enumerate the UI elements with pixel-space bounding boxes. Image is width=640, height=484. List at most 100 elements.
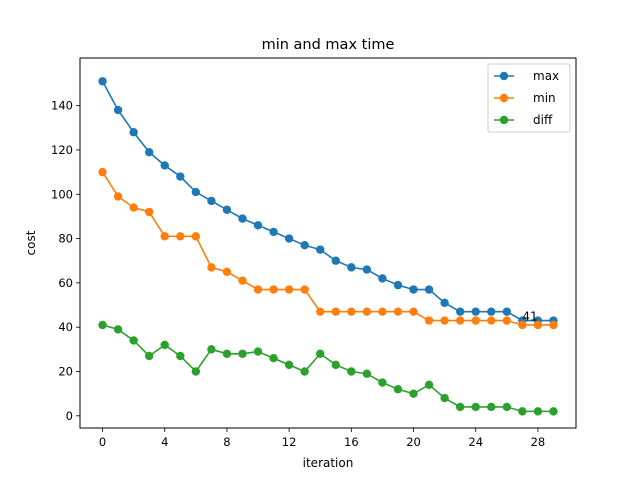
data-point-min — [269, 285, 278, 294]
data-point-diff — [253, 347, 263, 356]
y-tick-label: 0 — [66, 409, 73, 423]
data-point-min — [222, 267, 232, 277]
data-point-min — [316, 307, 325, 316]
data-point-max — [487, 307, 496, 316]
data-point-min — [300, 285, 309, 294]
data-point-diff — [518, 407, 527, 416]
data-point-max — [409, 285, 418, 294]
data-point-max — [471, 307, 480, 316]
data-point-max — [222, 205, 232, 214]
data-point-diff — [378, 378, 387, 387]
y-tick-label: 140 — [51, 99, 73, 113]
data-point-max — [113, 105, 123, 115]
data-point-max — [238, 214, 247, 223]
data-point-diff — [222, 349, 232, 358]
data-point-min — [455, 316, 465, 325]
data-point-max — [144, 147, 154, 157]
legend-label-min: min — [533, 91, 556, 105]
data-point-diff — [316, 349, 325, 358]
data-point-diff — [471, 402, 480, 412]
data-point-max — [393, 280, 403, 290]
data-point-max — [300, 241, 309, 250]
data-point-min — [440, 316, 449, 325]
data-point-diff — [284, 360, 294, 370]
data-point-diff — [144, 351, 154, 361]
data-point-min — [393, 307, 403, 316]
data-point-diff — [502, 402, 512, 412]
legend-marker-diff — [499, 115, 509, 125]
data-point-min — [409, 307, 418, 316]
data-point-diff — [129, 336, 138, 345]
data-point-min — [253, 285, 263, 294]
data-point-diff — [440, 393, 449, 403]
x-axis-label: iteration — [303, 456, 354, 470]
data-point-diff — [191, 367, 201, 376]
data-point-max — [284, 234, 294, 243]
data-point-min — [424, 316, 434, 325]
data-point-min — [238, 276, 247, 285]
legend-marker-min — [499, 93, 509, 103]
data-point-max — [176, 172, 185, 181]
y-axis-label: cost — [24, 230, 38, 255]
data-point-min — [378, 307, 387, 316]
data-point-diff — [160, 340, 169, 350]
data-point-max — [269, 227, 278, 237]
data-point-min — [347, 307, 356, 316]
legend-label-max: max — [533, 69, 559, 83]
data-point-min — [113, 192, 123, 201]
data-point-min — [487, 316, 496, 325]
data-point-diff — [207, 345, 216, 354]
data-point-max — [129, 128, 138, 137]
x-tick-label: 4 — [161, 435, 168, 449]
series-min — [98, 167, 558, 330]
legend-items: max min diff — [494, 69, 559, 127]
data-point-diff — [487, 402, 496, 412]
data-point-min — [129, 203, 138, 212]
data-point-diff — [455, 402, 465, 412]
legend: max min diff — [487, 63, 571, 133]
y-tick-label: 120 — [51, 143, 73, 157]
plot-frame — [79, 57, 577, 429]
data-point-max — [316, 245, 325, 254]
data-point-diff — [238, 349, 247, 358]
data-point-min — [284, 285, 294, 294]
legend-label-diff: diff — [533, 113, 553, 127]
data-annotation: 41 — [522, 310, 537, 324]
data-point-min — [98, 167, 107, 177]
series-diff — [98, 320, 558, 416]
data-point-diff — [549, 407, 558, 416]
x-tick-label: 16 — [344, 435, 359, 449]
x-tick-label: 24 — [468, 435, 483, 449]
y-tick-label: 80 — [58, 232, 73, 246]
data-point-min — [518, 320, 527, 330]
data-point-diff — [393, 385, 403, 394]
data-point-diff — [362, 369, 372, 378]
data-point-min — [533, 320, 543, 330]
data-point-max — [440, 298, 449, 308]
data-point-min — [502, 316, 512, 325]
data-point-max — [378, 274, 387, 283]
data-point-diff — [113, 325, 123, 334]
data-point-min — [471, 316, 480, 325]
data-point-max — [347, 263, 356, 272]
annotation-layer: 41 — [522, 310, 537, 324]
data-point-diff — [98, 320, 107, 330]
data-point-max — [191, 187, 201, 197]
legend-box — [487, 63, 571, 133]
data-point-max — [424, 285, 434, 294]
data-point-diff — [331, 360, 340, 370]
data-point-diff — [300, 367, 309, 376]
axes-layer: 0 4 8 12 16 20 24 28 0 20 40 60 80 100 120 140 — [51, 99, 545, 449]
data-point-max — [207, 196, 216, 206]
data-point-max — [455, 307, 465, 316]
y-tick-label: 60 — [58, 276, 73, 290]
y-tick-label: 100 — [51, 187, 73, 201]
x-tick-label: 0 — [99, 435, 106, 449]
data-point-min — [144, 207, 154, 217]
data-point-max — [160, 161, 169, 170]
data-point-diff — [176, 351, 185, 361]
x-tick-label: 12 — [282, 435, 297, 449]
y-tick-label: 40 — [58, 320, 73, 334]
data-point-min — [549, 320, 558, 330]
